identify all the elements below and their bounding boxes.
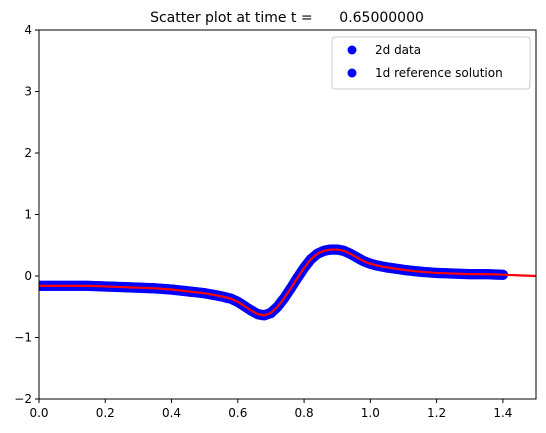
legend-label-1d-reference: 1d reference solution — [375, 66, 503, 80]
x-tick-label: 0.0 — [29, 406, 48, 420]
y-tick-label: −1 — [14, 331, 32, 345]
legend-marker-2d-data — [347, 45, 357, 55]
legend: 2d data 1d reference solution — [331, 36, 531, 90]
plot-area — [39, 244, 536, 321]
x-axis: 0.0 0.2 0.4 0.6 0.8 1.0 1.2 1.4 — [29, 399, 512, 420]
chart-title: Scatter plot at time t = 0.65000000 — [150, 10, 424, 26]
y-tick-label: 1 — [24, 208, 32, 222]
y-tick-label: 4 — [24, 23, 32, 37]
y-tick-label: 3 — [24, 85, 32, 99]
series-layer — [39, 244, 536, 321]
legend-box — [331, 36, 531, 90]
x-tick-label: 1.0 — [361, 406, 380, 420]
x-tick-label: 0.8 — [295, 406, 314, 420]
series-1d-reference-line — [39, 248, 536, 317]
x-tick-label: 1.2 — [427, 406, 446, 420]
x-tick-label: 0.6 — [228, 406, 247, 420]
legend-marker-1d-reference — [347, 68, 357, 78]
x-tick-label: 1.4 — [493, 406, 512, 420]
y-tick-label: 2 — [24, 146, 32, 160]
y-tick-label: 0 — [24, 269, 32, 283]
x-tick-label: 0.2 — [96, 406, 115, 420]
y-tick-label: −2 — [14, 392, 32, 406]
series-2d-data — [39, 244, 509, 321]
y-axis: −2 −1 0 1 2 3 4 — [14, 23, 39, 406]
x-tick-label: 0.4 — [162, 406, 181, 420]
legend-label-2d-data: 2d data — [375, 43, 421, 57]
